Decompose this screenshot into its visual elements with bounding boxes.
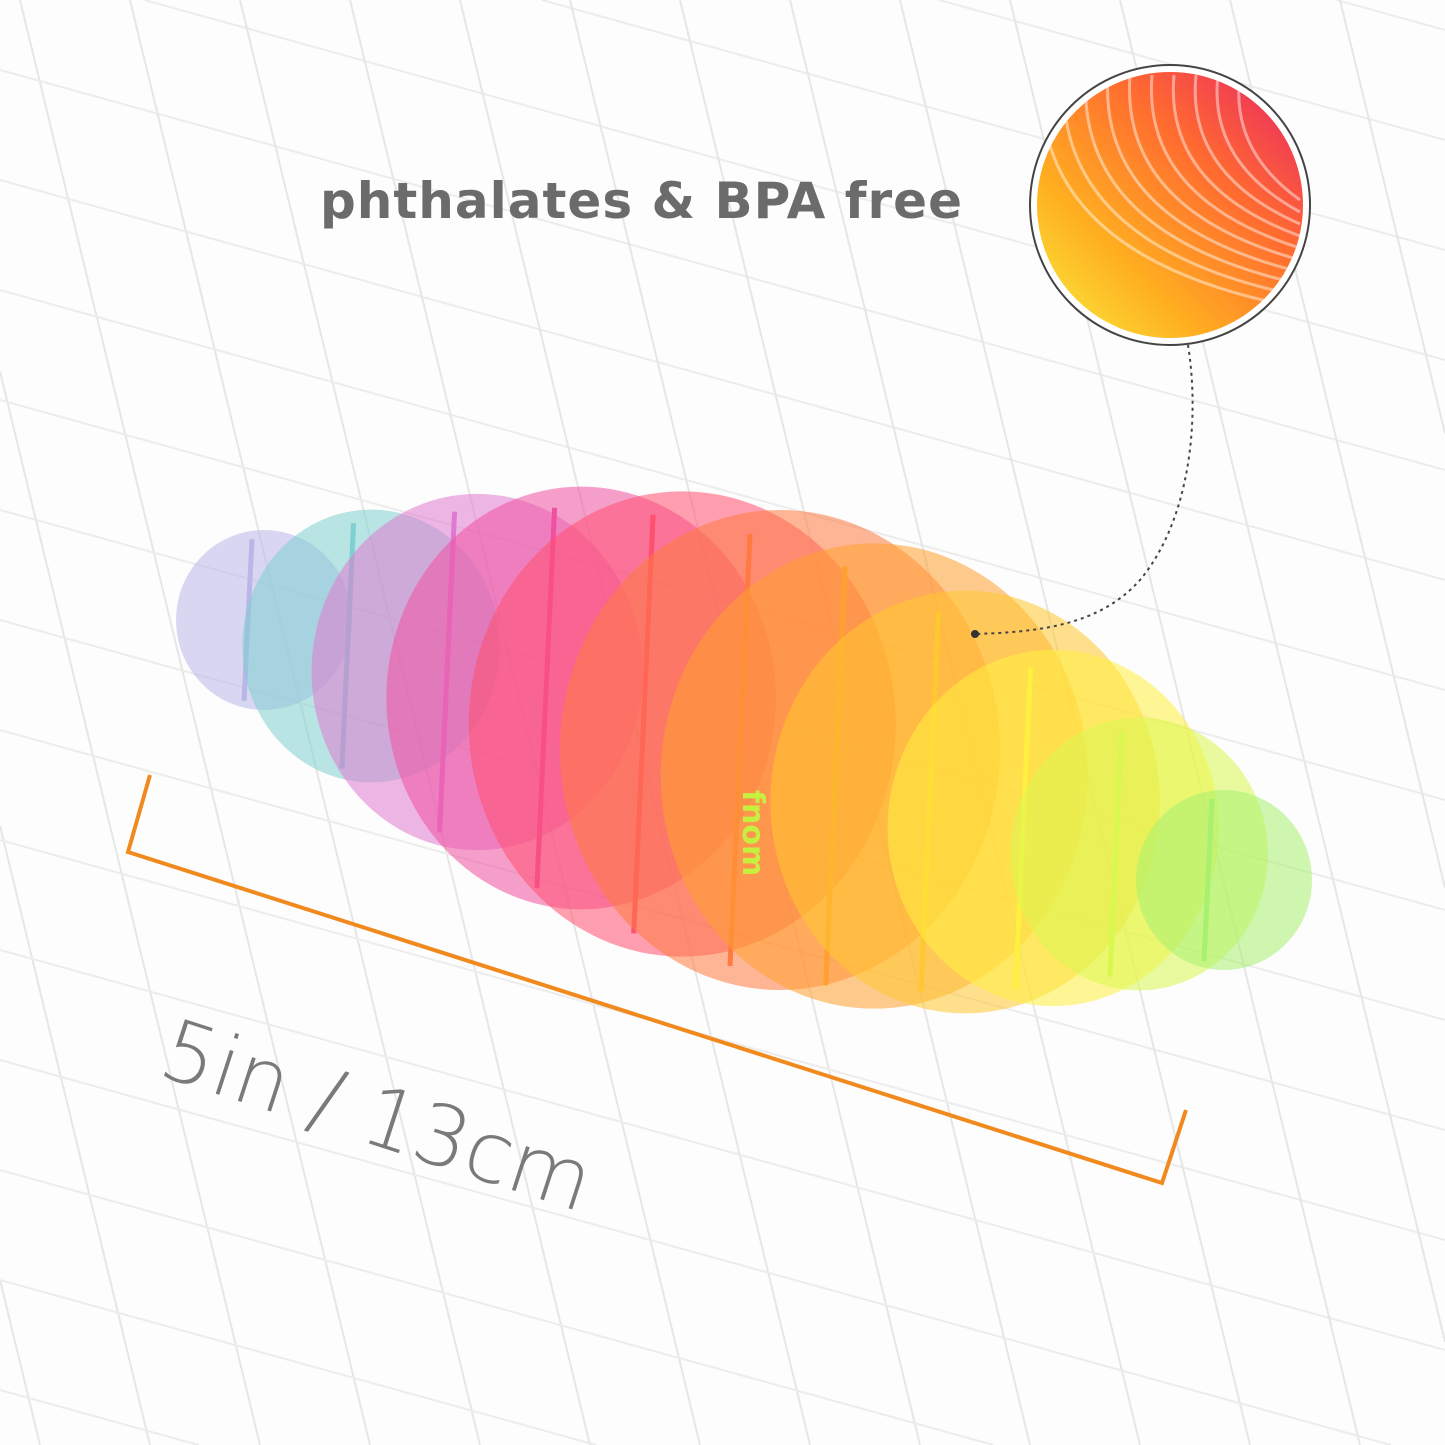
grid-line xyxy=(0,69,1445,471)
inset-segment-edge xyxy=(1149,74,1301,250)
grid-line xyxy=(0,1059,1392,1445)
inset-segment-edge xyxy=(1106,74,1301,274)
headline: phthalates & BPA free xyxy=(320,172,963,230)
toy-segments xyxy=(176,486,1312,1014)
grid-line xyxy=(0,179,1445,581)
grid-line xyxy=(0,1169,994,1445)
callout-dot xyxy=(971,630,979,638)
grid-line xyxy=(1336,0,1445,31)
grid-line xyxy=(19,0,371,1445)
grid-line xyxy=(0,949,1445,1351)
measurement-bracket xyxy=(125,774,1188,1186)
callout-connector xyxy=(974,344,1194,635)
grid-line xyxy=(0,825,151,1445)
inset-segment-edge xyxy=(1084,74,1301,286)
grid-line xyxy=(0,371,261,1445)
grid-line xyxy=(0,1389,199,1445)
inset-segment-edge xyxy=(1215,74,1301,214)
toy-segment-edge xyxy=(1201,798,1215,962)
toy-segment-edge xyxy=(1107,731,1125,977)
zoom-inset-image xyxy=(1037,72,1303,338)
brand-logo: fnom xyxy=(735,790,770,877)
inset-segment-edge xyxy=(1193,74,1301,226)
grid-line xyxy=(0,1279,41,1445)
inset-segment-edge xyxy=(1127,74,1301,262)
grid-line xyxy=(1339,0,1445,434)
inset-segment-edge xyxy=(1171,74,1301,238)
grid-line xyxy=(0,289,1445,691)
inset-segment-edge xyxy=(1237,74,1301,202)
toy-segment xyxy=(1136,790,1312,970)
grid-line xyxy=(0,1279,597,1445)
grid-line xyxy=(0,839,1445,1241)
